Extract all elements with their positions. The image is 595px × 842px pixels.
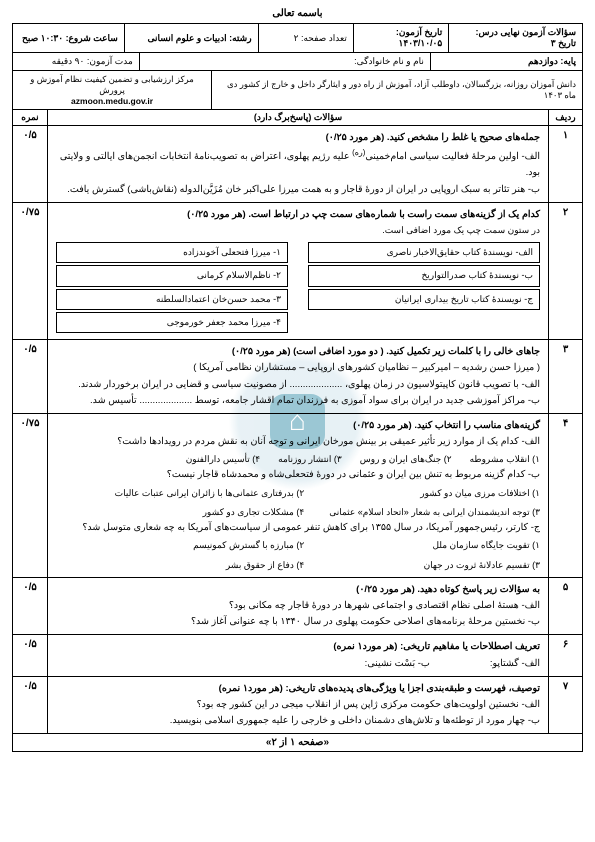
question-score: ۰/۵ [13, 635, 47, 675]
question-title: توصیف، فهرست و طبقه‌بندی اجزا یا ویژگی‌ه… [56, 681, 540, 697]
match-item: ۴- میرزا محمد جعفر خورموجی [56, 312, 288, 333]
question-part-q: ب- کدام گزینه مربوط به تنش بین ایران و ع… [56, 467, 540, 483]
match-table: الف- نویسندهٔ کتاب حقایق‌الاخبار ناصری ب… [56, 242, 540, 335]
header-row-2: پایه: دوازدهم نام و نام خانوادگی: مدت آز… [13, 53, 582, 71]
question-score: ۰/۷۵ [13, 203, 47, 340]
header-box: سؤالات آزمون نهایی درس: تاریخ ۳ تاریخ آز… [12, 23, 583, 110]
question-number: ۶ [548, 635, 582, 675]
question-line: ب- نخستین مرحلهٔ برنامه‌های اصلاحی حکومت… [56, 614, 540, 630]
page-footer: «صفحه ۱ از ۲» [12, 734, 583, 752]
option: ۱) انقلاب مشروطه [470, 452, 540, 467]
match-item: ۳- محمد حسن‌خان اعتمادالسلطنه [56, 289, 288, 310]
question-number: ۴ [548, 414, 582, 577]
match-item: ۱- میرزا فتحعلی آخوندزاده [56, 242, 288, 263]
question-row: ۷ توصیف، فهرست و طبقه‌بندی اجزا یا ویژگی… [13, 677, 582, 733]
question-line: الف- با تصویب قانون کاپیتولاسیون در زمان… [56, 377, 540, 393]
page-top-title: باسمه تعالی [12, 8, 583, 19]
header-row-3: دانش آموزان روزانه، بزرگسالان، داوطلب آز… [13, 71, 582, 109]
option: ۴) تأسیس دارالفنون [186, 452, 260, 467]
header-note: دانش آموزان روزانه، بزرگسالان، داوطلب آز… [211, 71, 582, 109]
header-url: azmoon.medu.gov.ir [71, 96, 153, 106]
question-part-q: ج- کارتر، رئیس‌جمهور آمریکا، در سال ۱۳۵۵… [56, 520, 540, 536]
question-row: ۵ به سؤالات زیر پاسخ کوتاه دهید. (هر مور… [13, 578, 582, 635]
option: ۲) بدرفتاری عثمانی‌ها با زائران ایرانی ع… [86, 486, 304, 501]
question-body: توصیف، فهرست و طبقه‌بندی اجزا یا ویژگی‌ه… [47, 677, 548, 733]
question-line: الف- اولین مرحلهٔ فعالیت سیاسی امام‌خمین… [56, 146, 540, 181]
question-title: جاهای خالی را با کلمات زیر تکمیل کنید. (… [232, 344, 540, 360]
match-right-col: الف- نویسندهٔ کتاب حقایق‌الاخبار ناصری ب… [308, 242, 540, 335]
question-number: ۱ [548, 126, 582, 202]
header-org-text: مرکز ارزشیابی و تضمین کیفیت نظام آموزش و… [19, 74, 205, 96]
header-name: نام و نام خانوادگی: [139, 53, 430, 70]
question-title: گزینه‌های مناسب را انتخاب کنید. (هر مورد… [56, 418, 540, 434]
header-org: مرکز ارزشیابی و تضمین کیفیت نظام آموزش و… [13, 71, 211, 109]
header-row-1: سؤالات آزمون نهایی درس: تاریخ ۳ تاریخ آز… [13, 24, 582, 53]
questions-container: ۱ جمله‌های صحیح یا غلط را مشخص کنید. (هر… [12, 126, 583, 734]
question-line: ب- مراکز آموزشی جدید در ایران برای سواد … [56, 393, 540, 409]
question-number: ۵ [548, 578, 582, 634]
question-body: تعریف اصطلاحات یا مفاهیم تاریخی: (هر مور… [47, 635, 548, 675]
question-body: جمله‌های صحیح یا غلط را مشخص کنید. (هر م… [47, 126, 548, 202]
match-item: ج- نویسندهٔ کتاب تاریخ بیداری ایرانیان [308, 289, 540, 310]
question-line: الف- هستهٔ اصلی نظام اقتصادی و اجتماعی ش… [56, 598, 540, 614]
question-title: جمله‌های صحیح یا غلط را مشخص کنید. (هر م… [56, 130, 540, 146]
question-line: ب- بَسْت نشینی: [365, 656, 430, 672]
question-hint: ( میرزا حسن رشدیه – امیرکبیر – نظامیان ک… [56, 360, 540, 376]
header-pages: تعداد صفحه: ۲ [258, 24, 353, 52]
header-grade: پایه: دوازدهم [430, 53, 582, 70]
option: ۲) جنگ‌های ایران و روس [360, 452, 452, 467]
question-score: ۰/۷۵ [13, 414, 47, 577]
question-number: ۳ [548, 340, 582, 413]
match-left-col: ۱- میرزا فتحعلی آخوندزاده ۲- ناظم‌الاسلا… [56, 242, 288, 335]
options: ۱) اختلافات مرزی میان دو کشور ۲) بدرفتار… [56, 486, 540, 521]
question-line: الف- نخستین اولویت‌های حکومت مرکزی ژاپن … [56, 697, 540, 713]
question-line: ب- چهار مورد از توطئه‌ها و تلاش‌های دشمن… [56, 713, 540, 729]
header-duration: مدت آزمون: ۹۰ دقیقه [13, 53, 139, 70]
question-body: کدام یک از گزینه‌های سمت راست با شماره‌ه… [47, 203, 548, 340]
question-row: ۴ گزینه‌های مناسب را انتخاب کنید. (هر مو… [13, 414, 582, 578]
option: ۴) دفاع از حقوق بشر [86, 558, 304, 573]
question-number: ۲ [548, 203, 582, 340]
question-body: جاهای خالی را با کلمات زیر تکمیل کنید. (… [47, 340, 548, 413]
options: ۱) انقلاب مشروطه ۲) جنگ‌های ایران و روس … [56, 452, 540, 467]
option: ۴) مشکلات تجاری دو کشور [86, 505, 304, 520]
question-body: به سؤالات زیر پاسخ کوتاه دهید. (هر مورد … [47, 578, 548, 634]
header-start: ساعت شروع: ۱۰:۳۰ صبح [13, 24, 124, 52]
col-questions: سؤالات (پاسخ‌برگ دارد) [47, 110, 548, 125]
question-row: ۳ جاهای خالی را با کلمات زیر تکمیل کنید.… [13, 340, 582, 414]
question-row: ۱ جمله‌های صحیح یا غلط را مشخص کنید. (هر… [13, 126, 582, 203]
question-title: کدام یک از گزینه‌های سمت راست با شماره‌ه… [56, 207, 540, 223]
question-line: ب- هنر تئاتر به سبک اروپایی در ایران از … [56, 182, 540, 198]
match-item: ۲- ناظم‌الاسلام کرمانی [56, 265, 288, 286]
option: ۱) تقویت جایگاه سازمان ملل [322, 538, 540, 553]
option: ۲) مبارزه با گسترش کمونیسم [86, 538, 304, 553]
question-score: ۰/۵ [13, 340, 47, 413]
question-number: ۷ [548, 677, 582, 733]
question-score: ۰/۵ [13, 578, 47, 634]
header-field: رشته: ادبیات و علوم انسانی [124, 24, 258, 52]
question-row: ۲ کدام یک از گزینه‌های سمت راست با شماره… [13, 203, 582, 341]
col-row: ردیف [548, 110, 582, 125]
question-body: گزینه‌های مناسب را انتخاب کنید. (هر مورد… [47, 414, 548, 577]
option: ۳) توجه اندیشمندان ایرانی به شعار «اتحاد… [322, 505, 540, 520]
match-item: الف- نویسندهٔ کتاب حقایق‌الاخبار ناصری [308, 242, 540, 263]
option: ۳) انتشار روزنامه [278, 452, 342, 467]
col-score: نمره [13, 110, 47, 125]
question-score: ۰/۵ [13, 126, 47, 202]
question-part-q: الف- کدام یک از موارد زیر تأثیر عمیقی بر… [56, 434, 540, 450]
question-title: تعریف اصطلاحات یا مفاهیم تاریخی: (هر مور… [56, 639, 540, 655]
question-subtitle: در ستون سمت چپ یک مورد اضافی است. [56, 223, 540, 238]
question-line: الف- گشتاپو: [490, 656, 540, 672]
question-score: ۰/۵ [13, 677, 47, 733]
header-subject: سؤالات آزمون نهایی درس: تاریخ ۳ [448, 24, 582, 52]
subheader: ردیف سؤالات (پاسخ‌برگ دارد) نمره [12, 110, 583, 126]
question-title: به سؤالات زیر پاسخ کوتاه دهید. (هر مورد … [56, 582, 540, 598]
header-date: تاریخ آزمون: ۱۴۰۳/۱۰/۰۵ [353, 24, 448, 52]
options: ۱) تقویت جایگاه سازمان ملل ۲) مبارزه با … [56, 538, 540, 573]
option: ۱) اختلافات مرزی میان دو کشور [322, 486, 540, 501]
exam-page: باسمه تعالی سؤالات آزمون نهایی درس: تاری… [0, 0, 595, 760]
question-row: ۶ تعریف اصطلاحات یا مفاهیم تاریخی: (هر م… [13, 635, 582, 676]
option: ۳) تقسیم عادلانهٔ ثروت در جهان [322, 558, 540, 573]
match-item: ب- نویسندهٔ کتاب صدرالتواریخ [308, 265, 540, 286]
